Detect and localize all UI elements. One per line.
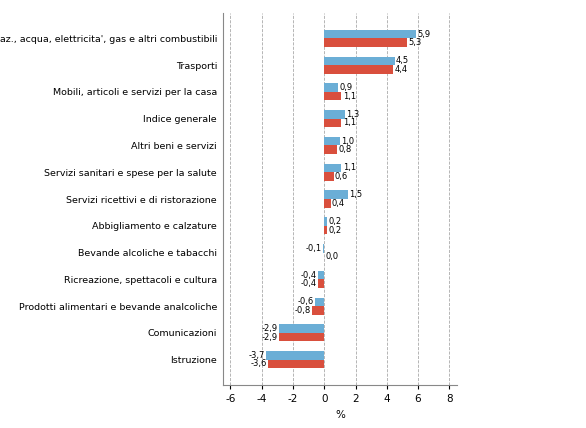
- Text: 1,0: 1,0: [341, 137, 355, 146]
- Bar: [324, 119, 342, 127]
- Text: 4,4: 4,4: [394, 65, 407, 74]
- Bar: [324, 92, 342, 101]
- Bar: [324, 217, 328, 226]
- Text: 0,6: 0,6: [335, 172, 348, 181]
- Bar: [279, 333, 324, 342]
- Text: -0,1: -0,1: [305, 244, 322, 253]
- Text: -2,9: -2,9: [261, 333, 278, 342]
- Text: -0,4: -0,4: [301, 270, 317, 279]
- Bar: [324, 39, 407, 47]
- Bar: [315, 297, 324, 306]
- X-axis label: %: %: [335, 410, 345, 420]
- Text: -2,9: -2,9: [261, 324, 278, 333]
- Text: -0,8: -0,8: [294, 306, 311, 315]
- Bar: [323, 244, 324, 253]
- Bar: [324, 65, 393, 74]
- Bar: [279, 324, 324, 333]
- Bar: [312, 306, 324, 315]
- Bar: [324, 172, 333, 181]
- Bar: [324, 146, 337, 154]
- Text: 1,3: 1,3: [346, 110, 359, 119]
- Bar: [324, 110, 345, 119]
- Text: -0,4: -0,4: [301, 279, 317, 288]
- Bar: [318, 279, 324, 288]
- Text: 5,3: 5,3: [408, 38, 421, 47]
- Bar: [268, 360, 324, 368]
- Text: -3,6: -3,6: [250, 360, 267, 369]
- Bar: [324, 163, 342, 172]
- Bar: [324, 226, 328, 235]
- Text: 1,1: 1,1: [343, 92, 356, 101]
- Bar: [324, 190, 347, 199]
- Bar: [324, 137, 340, 146]
- Text: 0,9: 0,9: [339, 83, 353, 92]
- Bar: [324, 56, 394, 65]
- Text: 0,2: 0,2: [329, 217, 342, 226]
- Text: 4,5: 4,5: [396, 56, 409, 65]
- Bar: [324, 83, 338, 92]
- Text: 0,8: 0,8: [338, 145, 351, 154]
- Text: 1,1: 1,1: [343, 119, 356, 128]
- Text: 0,2: 0,2: [329, 226, 342, 235]
- Text: 0,0: 0,0: [325, 253, 339, 262]
- Text: 1,5: 1,5: [349, 190, 362, 199]
- Text: -0,6: -0,6: [297, 297, 314, 306]
- Text: 5,9: 5,9: [418, 30, 431, 39]
- Text: -3,7: -3,7: [249, 351, 265, 360]
- Bar: [318, 271, 324, 279]
- Bar: [267, 351, 324, 360]
- Bar: [324, 30, 417, 39]
- Bar: [324, 199, 331, 208]
- Text: 1,1: 1,1: [343, 163, 356, 172]
- Text: 0,4: 0,4: [332, 199, 345, 208]
